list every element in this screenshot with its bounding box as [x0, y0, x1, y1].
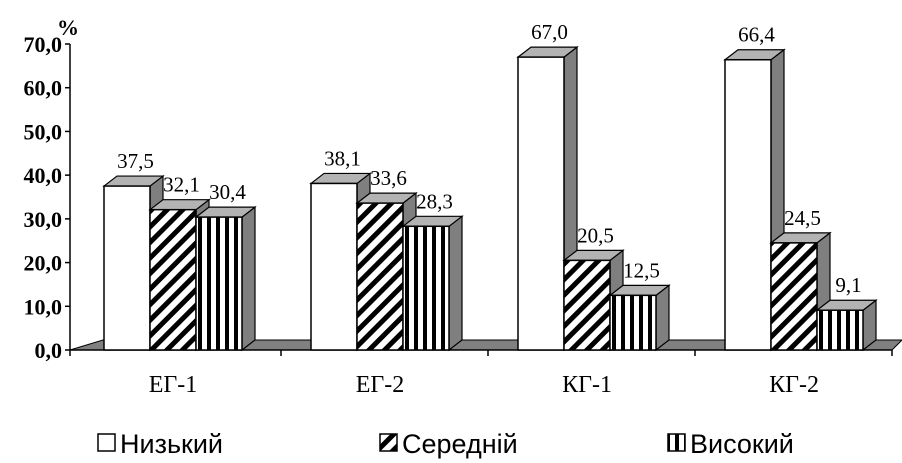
bar	[401, 215, 464, 352]
data-label: 37,5	[117, 149, 154, 173]
data-label: 33,6	[370, 166, 407, 190]
bar-side	[448, 215, 463, 352]
bar	[194, 205, 257, 352]
legend-label: Високий	[690, 429, 794, 459]
data-label: 67,0	[531, 20, 568, 44]
data-label: 38,1	[324, 146, 361, 170]
bar-front	[149, 208, 197, 351]
x-tick-label: КГ-1	[562, 372, 612, 398]
legend-swatch	[379, 433, 398, 452]
y-tick-label: 50,0	[24, 119, 63, 144]
x-tick-label: КГ-2	[769, 372, 819, 398]
bar-front	[816, 309, 864, 351]
y-tick-label: 0,0	[35, 338, 63, 363]
bar-front	[770, 242, 818, 351]
legend-item: Середній	[379, 429, 518, 459]
bar	[562, 249, 625, 352]
bar-front	[310, 182, 358, 351]
y-tick-label: 10,0	[24, 294, 63, 319]
y-tick-label: 60,0	[24, 76, 63, 101]
bar-side	[655, 284, 670, 352]
y-unit-label: %	[57, 15, 79, 40]
legend-label: Середній	[402, 429, 518, 459]
legend-swatch	[97, 433, 116, 452]
data-label: 30,4	[209, 180, 246, 204]
y-tick-label: 20,0	[24, 251, 63, 276]
legend-swatch	[667, 433, 686, 452]
y-tick-label: 30,0	[24, 207, 63, 232]
legend-item: Низький	[97, 429, 223, 459]
bar-front	[195, 216, 243, 351]
data-label: 28,3	[416, 189, 453, 213]
x-tick-label: ЕГ-1	[149, 372, 198, 398]
data-label: 9,1	[835, 273, 861, 297]
bar	[608, 284, 671, 352]
bar-front	[517, 56, 565, 351]
legend-item: Високий	[667, 429, 794, 459]
bar-side	[241, 205, 256, 352]
data-label: 20,5	[577, 223, 614, 247]
y-tick-label: 40,0	[24, 163, 63, 188]
bar-front	[609, 294, 657, 351]
data-label: 66,4	[738, 23, 775, 47]
y-tick-label: 70,0	[24, 32, 63, 57]
legend-label: Низький	[120, 429, 223, 459]
bar-front	[724, 58, 772, 351]
bar-front	[563, 259, 611, 351]
x-tick-label: ЕГ-2	[356, 372, 405, 398]
bar-front	[402, 225, 450, 351]
bar-front	[356, 202, 404, 351]
bar-front	[103, 185, 151, 351]
data-label: 24,5	[784, 206, 821, 230]
data-label: 32,1	[163, 173, 200, 197]
bar	[815, 299, 878, 352]
data-label: 12,5	[623, 258, 660, 282]
